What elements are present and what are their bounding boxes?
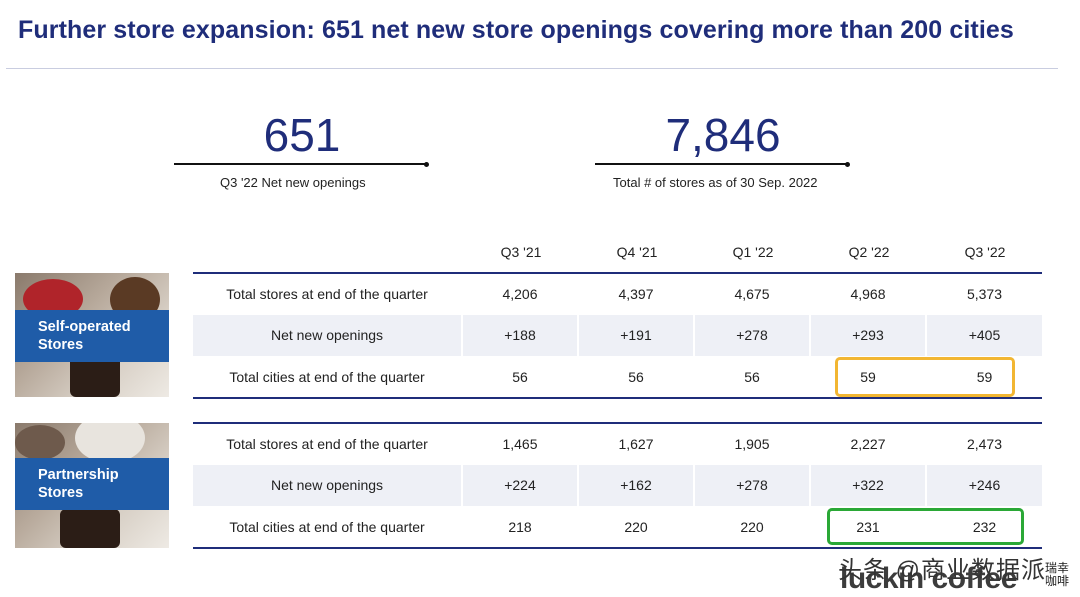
table-cell: 220 [624,519,648,535]
kpi-underline-dot [845,162,850,167]
table-row: Total stores at end of the quarter 1,465… [193,424,1042,465]
brand-logo: luckin coffee [840,562,1017,595]
table-cell: 56 [628,369,644,385]
table-cell: +188 [463,315,577,356]
self-operated-label: Self-operated Stores [15,310,169,362]
table-cell: 4,206 [502,286,538,302]
kpi-total-stores: 7,846 Total # of stores as of 30 Sep. 20… [595,112,851,192]
table-cell: +405 [927,315,1042,356]
row-label: Total cities at end of the quarter [229,519,425,535]
table-cell: 231 [856,519,880,535]
kpi-value: 7,846 [665,109,781,161]
table-cell: +224 [463,465,577,506]
row-label: Total stores at end of the quarter [226,286,428,302]
table-cell: +322 [811,465,925,506]
page-title: Further store expansion: 651 net new sto… [18,16,1014,44]
table-row: Total stores at end of the quarter 4,206… [193,274,1042,315]
table-cell: 59 [976,369,993,385]
column-header: Q3 '22 [964,244,1006,260]
table-cell: 1,627 [618,436,654,452]
partnership-label: Partnership Stores [15,458,169,510]
table-cell: 232 [972,519,997,535]
highlight-box-self-operated-cities [835,357,1015,397]
row-label: Net new openings [193,315,461,356]
table-cell: +293 [811,315,925,356]
table-cell: +246 [927,465,1042,506]
row-label: Total stores at end of the quarter [226,436,428,452]
table-row: Total cities at end of the quarter 56 56… [193,357,1042,398]
table-cell: 5,373 [966,286,1003,302]
kpi-underline-dot [424,162,429,167]
kpi-net-new-openings: 651 Q3 '22 Net new openings [174,112,430,192]
table-cell: +278 [695,315,809,356]
kpi-value: 651 [263,109,341,161]
table-cell: 56 [744,369,760,385]
table-rule [193,422,1042,424]
column-header: Q2 '22 [848,244,890,260]
table-row: Net new openings +188 +191 +278 +293 +40… [193,315,1042,356]
table-row: Total cities at end of the quarter 218 2… [193,507,1042,548]
table-cell: +191 [579,315,693,356]
row-label: Net new openings [193,465,461,506]
table-cell: 2,473 [966,436,1003,452]
table-cell: 1,465 [502,436,538,452]
column-header: Q3 '21 [500,244,542,260]
table-cell: 4,968 [850,286,886,302]
table-cell: 2,227 [850,436,886,452]
kpi-underline [174,163,426,165]
table-cell: 56 [512,369,528,385]
brand-logo-cn: 瑞幸咖啡 [1045,561,1070,588]
table-cell: 1,905 [734,436,770,452]
title-divider [6,68,1058,69]
table-rule [193,547,1042,549]
kpi-caption: Q3 '22 Net new openings [220,175,366,190]
table-cell: 218 [508,519,532,535]
table-cell: +278 [695,465,809,506]
kpi-caption: Total # of stores as of 30 Sep. 2022 [613,175,818,190]
table-cell: 4,397 [618,286,654,302]
table-cell: 4,675 [734,286,770,302]
column-header: Q1 '22 [732,244,774,260]
table-cell: +162 [579,465,693,506]
column-header: Q4 '21 [616,244,658,260]
table-cell: 59 [860,369,876,385]
table-cell: 220 [740,519,764,535]
kpi-underline [595,163,847,165]
watermark: 头条 @商业数据派 [838,557,1047,584]
table-row: Net new openings +224 +162 +278 +322 +24… [193,465,1042,506]
row-label: Total cities at end of the quarter [229,369,425,385]
table-rule [193,397,1042,399]
table-rule [193,272,1042,274]
highlight-box-partnership-cities [827,508,1024,545]
